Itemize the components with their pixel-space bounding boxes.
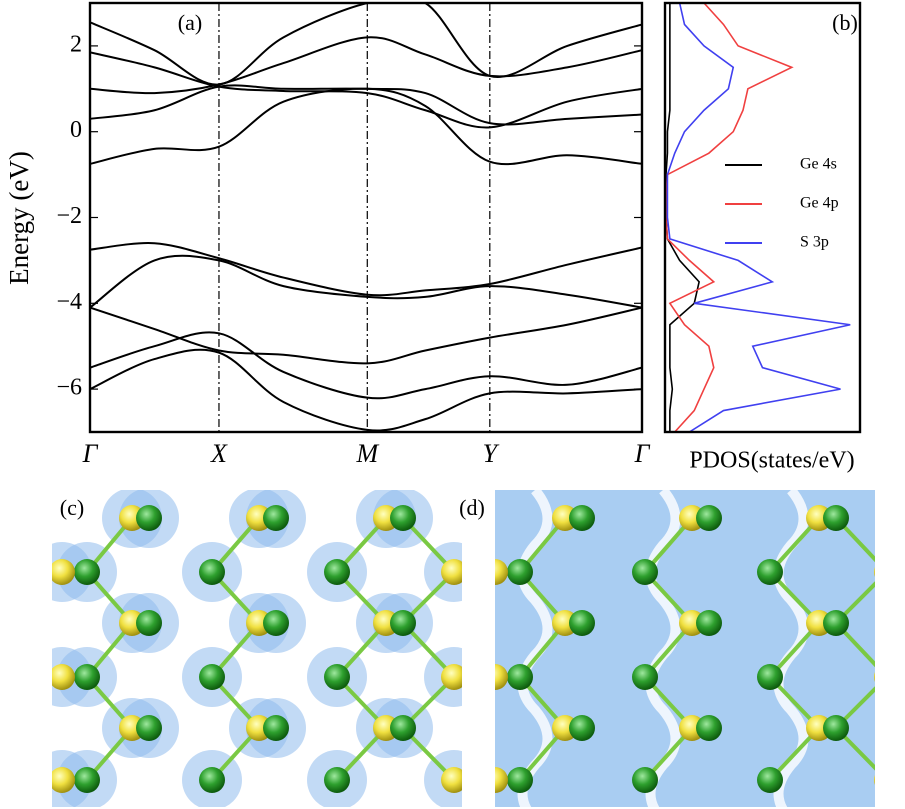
atom [199,767,225,793]
atom [74,664,100,690]
atom [569,715,595,741]
atom [757,559,783,585]
atom [632,664,658,690]
pdos-line [665,3,794,432]
atom [823,715,849,741]
atom [52,767,75,793]
atom [632,559,658,585]
band-line [90,51,642,129]
atom [136,715,162,741]
y-tick-label: −2 [56,203,82,229]
atom [507,559,533,585]
band-line [90,242,642,297]
x-tick-label: Γ [82,439,99,468]
y-axis-label: Energy (eV) [4,151,34,285]
y-tick-label: 0 [70,117,82,143]
atom [52,664,75,690]
atom [507,664,533,690]
atom [324,767,350,793]
atom [757,664,783,690]
atom [324,559,350,585]
band-line [90,331,642,400]
atom [874,672,875,682]
legend-label: Ge 4p [800,195,839,212]
atom [441,664,462,690]
atom [390,505,416,531]
panel-label: (b) [832,10,858,35]
atom [390,610,416,636]
atom [199,664,225,690]
isosurface-c [52,490,462,807]
x-tick-label: Γ [634,439,651,468]
x-tick-label: Y [483,439,500,468]
atom [263,610,289,636]
atom [324,664,350,690]
atom [507,767,533,793]
panel-label: (d) [459,495,485,520]
isosurface-d [495,490,875,807]
charge-density [495,490,875,807]
atom [74,559,100,585]
pdos-line [665,3,700,432]
pdos-line [666,3,851,432]
x-tick-label: M [355,439,379,468]
atom [74,767,100,793]
legend-label: Ge 4s [800,156,837,173]
atom [390,715,416,741]
atom [696,505,722,531]
atom [199,559,225,585]
x-tick-label: X [210,439,228,468]
panel-label: (c) [60,495,84,520]
atom [823,610,849,636]
legend-label: S 3p [800,234,829,251]
atom [136,505,162,531]
band-line [90,306,642,365]
atom [136,610,162,636]
x-axis-label: PDOS(states/eV) [689,448,854,474]
plot-frame [88,1,644,434]
atom [495,559,508,585]
atom [441,767,462,793]
band-line [90,254,642,309]
atom [263,715,289,741]
band-line [90,87,642,166]
atom [696,610,722,636]
atom [441,559,462,585]
band-line [90,348,642,432]
atom [52,559,75,585]
band-line [90,3,642,86]
atom [874,567,875,577]
atom [569,610,595,636]
y-tick-label: −6 [56,375,82,401]
band-line [90,36,642,95]
plot-frame [663,1,862,434]
atom [874,775,875,785]
y-tick-label: −4 [56,289,82,315]
panel-label: (a) [178,10,202,35]
y-tick-label: 2 [70,31,82,57]
plot-area [90,3,642,432]
atom [495,767,508,793]
atom [632,767,658,793]
atom [495,664,508,690]
atom [823,505,849,531]
plot-area [665,3,851,432]
atom [696,715,722,741]
atom [757,767,783,793]
atom [569,505,595,531]
atom [263,505,289,531]
